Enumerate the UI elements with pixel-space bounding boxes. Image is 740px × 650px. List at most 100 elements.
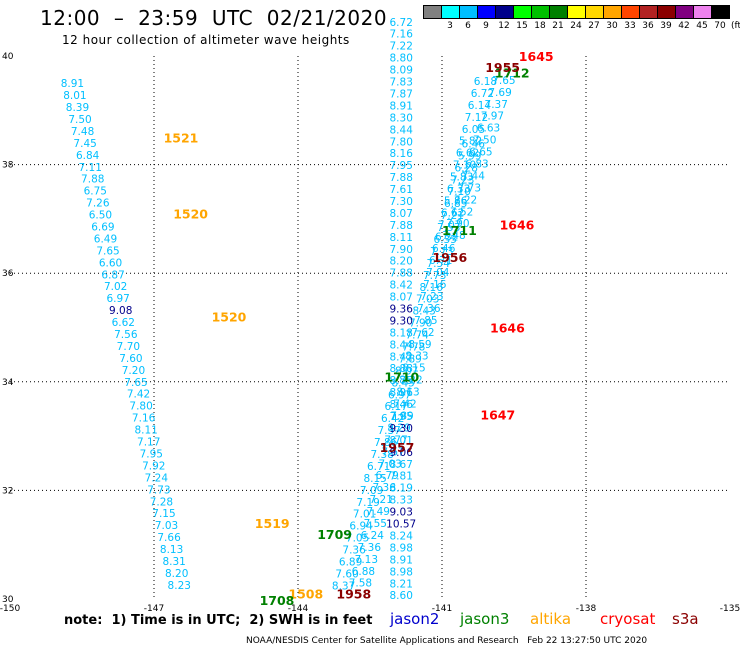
wave-height-label-jason2: 7.90 <box>390 244 413 256</box>
wave-height-label-jason3: 7.21 <box>441 210 464 222</box>
wave-height-label-altika: 7.56 <box>114 329 138 341</box>
colorbar-label: 33 <box>624 21 636 31</box>
time-label: 1520 <box>173 206 208 221</box>
chart-footer: NOAA/NESDIS Center for Satellite Applica… <box>246 636 648 646</box>
wave-height-label-jason3: 6.46 <box>462 138 486 150</box>
wave-height-label-s3a: 8.33 <box>405 351 428 363</box>
wave-height-label-cryosat: 6.63 <box>477 123 500 135</box>
time-label: 1519 <box>255 516 290 531</box>
time-label: 1508 <box>288 587 323 602</box>
wave-height-label-altika: 7.50 <box>68 114 91 126</box>
wave-height-label-jason2: 8.19 <box>390 483 413 495</box>
wave-height-label-jason2: 8.91 <box>390 100 413 112</box>
wave-height-label-s3a: 7.49 <box>367 506 390 518</box>
wave-height-label-jason3: 7.53 <box>437 222 460 234</box>
time-label: 1520 <box>212 310 247 325</box>
wave-height-label-jason2: 7.30 <box>390 196 413 208</box>
wave-height-label-jason2: 8.33 <box>390 495 413 507</box>
wave-height-label-jason2: 8.11 <box>390 232 413 244</box>
y-tick-label: 30 <box>2 595 14 605</box>
wave-height-label-altika: 6.87 <box>101 269 124 281</box>
time-label: 1957 <box>380 440 415 455</box>
wave-height-label-s3a: 7.21 <box>370 494 393 506</box>
colorbar-label: 39 <box>660 21 672 31</box>
wave-height-label-s3a: 6.62 <box>456 148 479 160</box>
wave-height-label-s3a: 6.62 <box>441 207 464 219</box>
wave-height-label-s3a: 7.07 <box>438 219 461 231</box>
wave-height-label-altika: 8.11 <box>134 425 157 437</box>
wave-height-label-jason3: 7.54 <box>427 258 451 270</box>
wave-height-label-jason3: 8.07 <box>395 365 418 377</box>
colorbar-label: 21 <box>552 21 564 31</box>
wave-height-label-s3a: 7.57 <box>381 446 404 458</box>
wave-height-label-altika: 8.31 <box>162 556 185 568</box>
wave-height-label-jason3: 6.42 <box>381 413 404 425</box>
wave-height-label-jason3: 7.90 <box>409 318 432 330</box>
wave-height-label-jason2: 7.81 <box>390 471 413 483</box>
colorbar-label: 9 <box>483 21 489 31</box>
time-label: 1955 <box>485 60 520 75</box>
wave-height-label-jason3: 8.16 <box>420 282 444 294</box>
wave-height-label-jason2: 8.21 <box>390 578 413 590</box>
wave-height-label-jason3: 7.03 <box>416 294 439 306</box>
wave-height-label-jason2: 8.07 <box>390 208 413 220</box>
y-tick-label: 40 <box>2 52 14 62</box>
wave-height-label-altika: 7.02 <box>104 281 127 293</box>
wave-height-label-altika: 6.49 <box>94 233 117 245</box>
x-tick-label: -144 <box>288 604 309 614</box>
colorbar-label: 12 <box>498 21 510 31</box>
wave-height-label-jason3: 6.35 <box>434 234 457 246</box>
x-tick-label: -135 <box>720 604 740 614</box>
wave-height-label-s3a: 8.22 <box>399 375 422 387</box>
colorbar-label: 18 <box>534 21 546 31</box>
wave-height-label-jason2: 8.20 <box>390 256 413 268</box>
wave-height-label-cryosat: 7.69 <box>488 87 511 99</box>
wave-height-label-jason3: 7.05 <box>346 533 369 545</box>
wave-height-label-cryosat: 7.73 <box>458 182 481 194</box>
wave-height-label-jason2: 8.42 <box>390 351 413 363</box>
wave-height-label-altika: 7.80 <box>129 401 152 413</box>
wave-height-label-jason3: 8.45 <box>391 377 414 389</box>
wave-height-label-altika: 6.75 <box>84 186 107 198</box>
wave-height-label-jason2: 8.30 <box>390 112 413 124</box>
wave-height-label-jason2: 7.83 <box>390 77 413 89</box>
wave-height-label-jason2: 10.57 <box>386 519 416 531</box>
wave-height-label-altika: 7.88 <box>81 174 104 186</box>
wave-height-label-jason2: 8.75 <box>390 375 413 387</box>
wave-height-label-altika: 7.95 <box>140 448 163 460</box>
wave-height-label-jason3: 7.10 <box>448 186 471 198</box>
wave-height-label-jason3: 6.71 <box>367 461 390 473</box>
wave-height-label-altika: 8.39 <box>66 102 89 114</box>
x-tick-label: -138 <box>576 604 597 614</box>
wave-height-label-s3a: 5.83 <box>450 172 473 184</box>
wave-height-label-s3a: 5.86 <box>444 195 468 207</box>
wave-height-label-jason2: 9.36 <box>390 303 414 315</box>
time-label: 1710 <box>384 369 419 384</box>
legend-jason3: jason3 <box>460 610 510 628</box>
colorbar-label: 27 <box>588 21 600 31</box>
wave-height-label-jason3: 8.15 <box>363 473 386 485</box>
wave-height-label-jason3: 7.36 <box>342 545 366 557</box>
time-label: 1646 <box>490 321 525 336</box>
wave-height-label-s3a: 6.88 <box>352 566 375 578</box>
wave-height-label-altika: 7.65 <box>96 245 119 257</box>
wave-height-label-altika: 6.60 <box>99 257 122 269</box>
wave-height-label-jason2: 7.95 <box>390 160 413 172</box>
time-label: 1956 <box>432 250 467 265</box>
wave-height-label-s3a: 6.24 <box>361 530 385 542</box>
wave-height-label-s3a: 7.62 <box>411 327 434 339</box>
legend-cryosat: cryosat <box>600 610 656 628</box>
wave-height-label-altika: 6.97 <box>106 293 129 305</box>
colorbar-label: 6 <box>465 21 471 31</box>
colorbar-label: 30 <box>606 21 618 31</box>
wave-height-label-jason2: 8.46 <box>390 399 414 411</box>
wave-height-label-jason3: 7.37 <box>377 425 400 437</box>
time-label: 1712 <box>495 65 530 80</box>
wave-height-label-jason3: 7.38 <box>370 449 393 461</box>
wave-height-label-altika: 7.20 <box>122 365 145 377</box>
wave-height-label-altika: 7.65 <box>124 377 147 389</box>
wave-height-label-jason2: 7.80 <box>390 136 413 148</box>
wave-height-label-altika: 8.01 <box>63 90 86 102</box>
wave-height-label-jason2: 7.88 <box>390 220 413 232</box>
time-label: 1645 <box>519 49 554 64</box>
